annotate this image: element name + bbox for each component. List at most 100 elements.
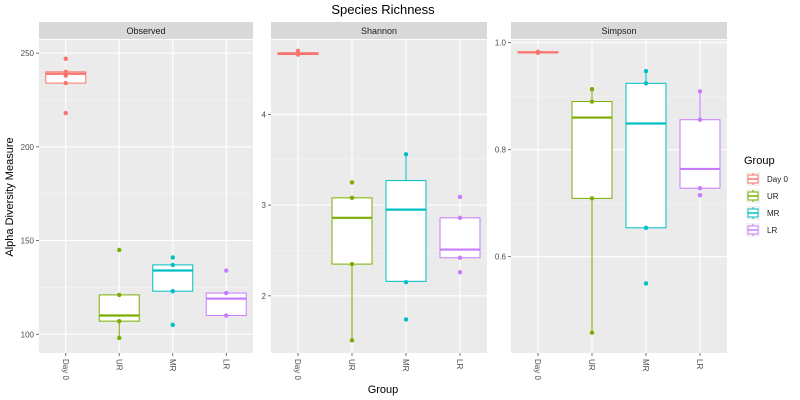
- legend-label: Day 0: [767, 175, 788, 184]
- box-day-0: [517, 49, 559, 56]
- data-point: [349, 261, 355, 267]
- panel-shannon: Shannon 2 3 4 Day 0 UR MR LR: [262, 22, 487, 380]
- box-day-0: [45, 56, 87, 116]
- y-tick-label: 4: [262, 110, 267, 119]
- y-tick-label: 100: [21, 330, 35, 339]
- y-tick-label: 150: [21, 237, 35, 246]
- x-tick-label: MR: [401, 359, 410, 372]
- panel-strip: [39, 22, 253, 39]
- data-point: [349, 195, 355, 201]
- box-body: [98, 294, 140, 322]
- legend-title: Group: [744, 155, 775, 167]
- data-point: [697, 117, 703, 122]
- panel-strip-label: Shannon: [361, 26, 397, 36]
- x-tick-label: Day 0: [533, 359, 542, 380]
- data-point: [117, 318, 122, 324]
- data-point: [457, 194, 463, 200]
- box-body: [439, 217, 481, 259]
- data-point: [170, 288, 175, 294]
- data-point: [117, 247, 122, 253]
- box-body: [152, 264, 194, 292]
- data-point: [589, 87, 595, 92]
- chart-title: Species Richness: [331, 2, 435, 17]
- data-point: [457, 215, 463, 221]
- data-point: [643, 81, 649, 86]
- data-point: [63, 56, 68, 61]
- panel-background: [511, 40, 727, 353]
- x-axis-label: Group: [368, 384, 399, 396]
- box-body: [205, 292, 247, 317]
- x-tick-label: MR: [641, 359, 650, 372]
- legend: Group Day 0 UR MR LR: [744, 155, 788, 237]
- data-point: [697, 192, 703, 198]
- data-point: [535, 50, 541, 56]
- y-tick-label: 250: [21, 49, 35, 58]
- data-point: [589, 196, 595, 201]
- y-tick-label: 3: [262, 201, 267, 210]
- legend-item-lr: LR: [746, 223, 777, 237]
- box-body: [679, 119, 721, 189]
- y-tick-label: 1.0: [495, 39, 507, 48]
- box-mr: [152, 255, 194, 328]
- legend-item-day-0: Day 0: [746, 172, 788, 186]
- data-point: [63, 73, 68, 78]
- y-tick-label: 0.8: [495, 146, 507, 155]
- data-point: [170, 322, 175, 328]
- data-point: [403, 280, 409, 285]
- data-point: [643, 225, 649, 230]
- panel-observed: Observed 100 150 200 250 Day 0 UR MR LR: [21, 22, 253, 380]
- data-point: [589, 99, 595, 104]
- y-axis-label: Alpha Diversity Measure: [4, 137, 16, 256]
- panels: Observed 100 150 200 250 Day 0 UR MR LR Shannon 2 3…: [21, 22, 727, 380]
- x-tick-label: LR: [221, 359, 230, 369]
- box-lr: [439, 194, 481, 275]
- legend-label: UR: [767, 192, 779, 201]
- x-tick-label: UR: [347, 359, 356, 371]
- data-point: [170, 262, 175, 268]
- x-tick-label: UR: [114, 359, 123, 371]
- box-ur: [571, 87, 613, 335]
- data-point: [224, 313, 229, 318]
- panel-strip: [511, 22, 727, 39]
- data-point: [643, 68, 649, 74]
- box-lr: [679, 89, 721, 198]
- data-point: [295, 52, 301, 57]
- y-tick-label: 2: [262, 292, 267, 301]
- legend-item-ur: UR: [746, 189, 779, 203]
- data-point: [295, 48, 301, 54]
- data-point: [457, 270, 463, 275]
- data-point: [643, 281, 649, 286]
- legend-label: LR: [767, 226, 777, 235]
- data-point: [403, 152, 409, 157]
- x-tick-label: UR: [587, 359, 596, 371]
- x-tick-label: MR: [168, 359, 177, 372]
- data-point: [349, 180, 355, 185]
- box-ur: [98, 247, 140, 341]
- box-body: [385, 180, 427, 282]
- x-tick-label: LR: [695, 359, 704, 369]
- data-point: [224, 290, 229, 296]
- box-ur: [331, 180, 373, 343]
- data-point: [457, 255, 463, 260]
- panel-strip: [271, 22, 487, 39]
- x-tick-label: Day 0: [61, 359, 70, 380]
- box-day-0: [277, 48, 319, 57]
- data-point: [697, 89, 703, 94]
- box-lr: [205, 268, 247, 318]
- panel-strip-label: Observed: [126, 26, 165, 36]
- data-point: [349, 338, 355, 343]
- box-body: [625, 82, 667, 229]
- data-point: [63, 110, 68, 116]
- panel-background: [271, 40, 487, 353]
- y-tick-label: 0.6: [495, 253, 507, 262]
- data-point: [63, 80, 68, 86]
- legend-item-mr: MR: [746, 206, 780, 220]
- data-point: [170, 255, 175, 260]
- box-body: [571, 101, 613, 199]
- data-point: [697, 186, 703, 191]
- box-mr: [385, 152, 427, 322]
- data-point: [224, 268, 229, 273]
- data-point: [403, 317, 409, 322]
- x-tick-label: Day 0: [293, 359, 302, 380]
